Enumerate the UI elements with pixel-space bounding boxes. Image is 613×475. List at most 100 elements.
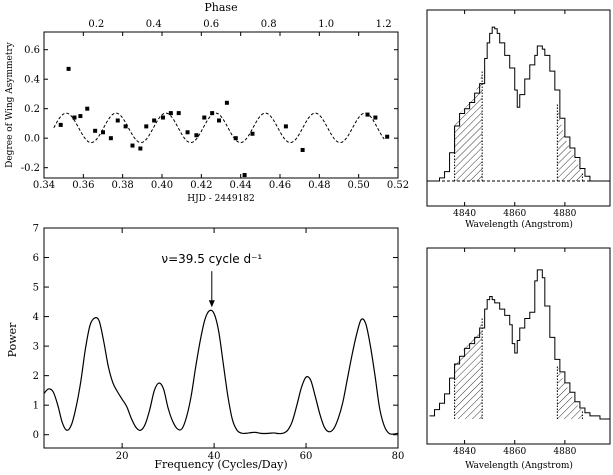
asymmetry-data-point xyxy=(373,115,378,120)
profile-x-tick-label: 4860 xyxy=(503,209,526,219)
asymmetry-data-point xyxy=(58,122,63,127)
profile-x-tick-label: 4860 xyxy=(503,447,526,457)
asymmetry-data-point xyxy=(176,111,181,116)
asymmetry-y-tick-label: 0.0 xyxy=(24,134,40,145)
asymmetry-data-point xyxy=(300,147,305,152)
asymmetry-data-point xyxy=(144,124,149,129)
asymmetry-data-point xyxy=(138,146,143,151)
asymmetry-x-tick-label: 0.42 xyxy=(190,180,212,191)
periodogram-line xyxy=(43,309,399,435)
asymmetry-data-point xyxy=(217,118,222,123)
profile-top-panel: 4840 4860 4880 Wavelength (Angstrom) xyxy=(426,9,611,230)
periodogram-y-tick-label: 0 xyxy=(33,430,39,441)
asymmetry-data-point xyxy=(152,118,157,123)
asymmetry-x-tick-label: 0.52 xyxy=(387,180,409,191)
asymmetry-data-point xyxy=(115,118,120,123)
profile-top-axis-ticks: 4840 4860 4880 xyxy=(453,10,577,219)
asymmetry-x-tick-label: 0.46 xyxy=(269,180,291,191)
asymmetry-data-point xyxy=(78,114,83,119)
asymmetry-x-tick-label: 0.38 xyxy=(112,180,134,191)
asymmetry-data-point xyxy=(160,115,165,120)
profile-x-tick-label: 4880 xyxy=(553,447,576,457)
periodogram-y-tick-label: 7 xyxy=(33,224,39,235)
periodogram-y-tick-label: 6 xyxy=(33,253,39,264)
asymmetry-y-tick-label: 0.2 xyxy=(24,104,40,115)
profile-hatched-band xyxy=(557,104,583,181)
periodogram-y-tick-label: 3 xyxy=(33,342,39,353)
profile-bottom-hatched-bands xyxy=(454,318,583,419)
periodogram-x-tick-label: 60 xyxy=(300,451,313,462)
asymmetry-data-point xyxy=(185,130,190,135)
asymmetry-y-tick-label: 0.6 xyxy=(24,45,40,56)
asymmetry-data-point xyxy=(224,100,229,105)
asymmetry-x-tick-label: 0.34 xyxy=(33,180,55,191)
asymmetry-data-point xyxy=(194,133,199,138)
periodogram-panel: 20 40 60 80 0 1 2 3 4 5 6 7 ν=39.5 cycle d⁻¹ Freque… xyxy=(6,224,404,472)
asymmetry-data-point xyxy=(85,106,90,111)
asymmetry-x-tick-label: 0.48 xyxy=(308,180,330,191)
asymmetry-data-point xyxy=(168,111,173,116)
asymmetry-panel: 0.34 0.36 0.38 0.40 0.42 0.44 0.46 0.48 0.50 0.52… xyxy=(5,1,409,204)
asymmetry-data-point xyxy=(210,111,215,116)
profile-hatched-band xyxy=(454,318,483,419)
periodogram-x-tick-label: 80 xyxy=(392,451,405,462)
asymmetry-data-point xyxy=(365,112,370,117)
asymmetry-data-point xyxy=(130,143,135,148)
asymmetry-phase-tick-label: 1.2 xyxy=(376,19,392,30)
periodogram-plot-frame xyxy=(43,227,399,449)
periodogram-x-label: Frequency (Cycles/Day) xyxy=(154,458,287,471)
asymmetry-data-point xyxy=(101,130,105,135)
asymmetry-plot-frame xyxy=(43,31,399,179)
asymmetry-phase-tick-label: 0.8 xyxy=(261,19,277,30)
asymmetry-data-point xyxy=(202,115,207,120)
profile-top-line xyxy=(429,26,610,182)
profile-top-frame xyxy=(426,9,611,207)
asymmetry-data-point xyxy=(72,115,77,120)
asymmetry-points xyxy=(58,66,390,178)
periodogram-annotation: ν=39.5 cycle d⁻¹ xyxy=(161,252,262,266)
asymmetry-data-point xyxy=(123,124,128,129)
profile-x-tick-label: 4880 xyxy=(553,209,576,219)
asymmetry-phase-tick-label: 0.2 xyxy=(88,19,104,30)
asymmetry-data-point xyxy=(93,128,98,133)
periodogram-y-tick-label: 4 xyxy=(33,312,39,323)
asymmetry-data-point xyxy=(385,134,390,139)
asymmetry-data-point xyxy=(242,173,247,178)
asymmetry-x-tick-label: 0.44 xyxy=(230,180,252,191)
periodogram-y-tick-label: 2 xyxy=(33,371,39,382)
profile-bottom-panel: 4840 4860 4880 Wavelength (Angstrom) xyxy=(426,247,611,471)
asymmetry-y-label: Degree of Wing Asymmetry xyxy=(5,41,15,168)
asymmetry-y-tick-label: -0.2 xyxy=(21,163,40,174)
asymmetry-data-point xyxy=(108,136,113,141)
asymmetry-data-point xyxy=(66,66,71,71)
profile-x-tick-label: 4840 xyxy=(453,209,476,219)
profile-bottom-axis-ticks: 4840 4860 4880 xyxy=(453,248,577,457)
profile-hatched-band xyxy=(454,71,483,181)
periodogram-y-tick-label: 5 xyxy=(33,283,39,294)
asymmetry-x-tick-label: 0.50 xyxy=(348,180,370,191)
periodogram-x-tick-label: 40 xyxy=(208,451,221,462)
asymmetry-data-point xyxy=(233,136,238,141)
asymmetry-phase-tick-label: 0.6 xyxy=(203,19,219,30)
profile-bottom-x-label: Wavelength (Angstrom) xyxy=(465,460,573,471)
asymmetry-x-label: HJD - 2449182 xyxy=(187,194,255,204)
asymmetry-y-tick-label: 0.4 xyxy=(24,75,40,86)
periodogram-arrowhead xyxy=(208,300,215,308)
periodogram-axis-ticks: 20 40 60 80 0 1 2 3 4 5 6 7 xyxy=(33,224,405,463)
profile-bottom-frame xyxy=(426,247,611,445)
asymmetry-data-point xyxy=(283,124,288,129)
profile-top-x-label: Wavelength (Angstrom) xyxy=(465,219,573,230)
periodogram-y-tick-label: 1 xyxy=(33,401,39,412)
profile-top-hatched-bands xyxy=(454,71,583,181)
asymmetry-x-tick-label: 0.40 xyxy=(151,180,173,191)
asymmetry-x-tick-label: 0.36 xyxy=(72,180,94,191)
asymmetry-phase-title: Phase xyxy=(204,1,237,14)
profile-x-tick-label: 4840 xyxy=(453,447,476,457)
profile-bottom-line xyxy=(429,269,610,420)
periodogram-x-tick-label: 20 xyxy=(116,451,129,462)
asymmetry-fit-curve xyxy=(53,112,385,144)
asymmetry-data-point xyxy=(250,131,255,136)
asymmetry-axis-ticks: 0.34 0.36 0.38 0.40 0.42 0.44 0.46 0.48 0.50 0.52… xyxy=(21,19,409,191)
asymmetry-phase-tick-label: 0.4 xyxy=(146,19,162,30)
